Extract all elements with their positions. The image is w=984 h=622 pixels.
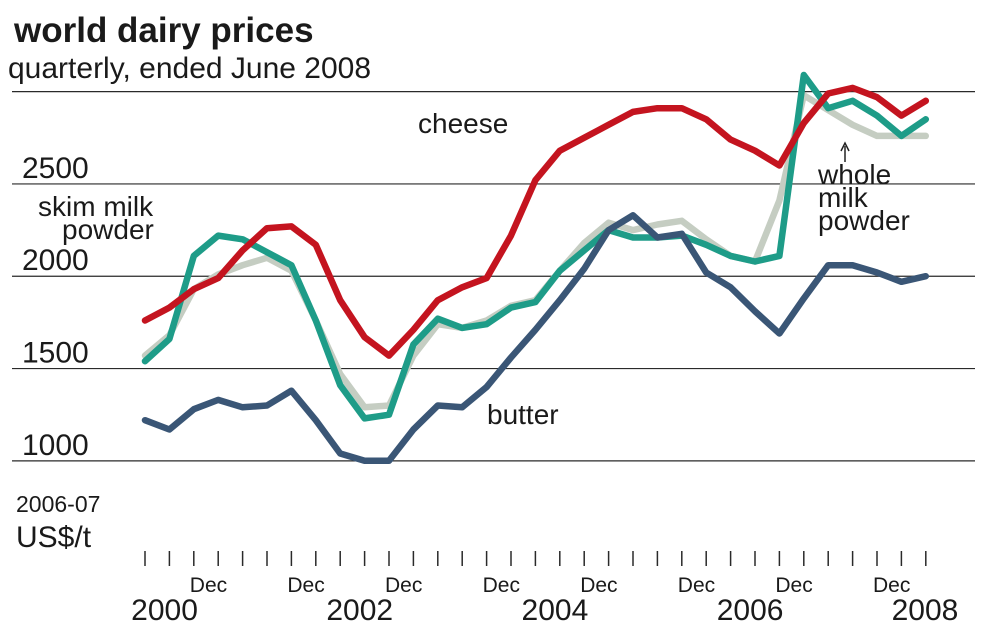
x-tick-label: Dec [580,574,617,597]
series-label-line: skim milk [38,191,161,222]
chart-subtitle: quarterly, ended June 2008 [8,52,371,85]
series-line [141,84,930,359]
unit-label: US$/t [16,521,92,554]
y-tick-label: 2500 [22,152,89,185]
x-year-label: 2000 [131,594,198,622]
series-line [141,212,930,465]
unit-label: 2006-07 [16,491,100,517]
annotation-arrowhead [840,141,850,152]
x-tick-label: Dec [678,574,715,597]
x-tick-label: Dec [775,574,812,597]
x-tick-label: Dec [287,574,324,597]
series-label: skim milk powder [38,191,161,245]
x-year-label: 2008 [892,594,959,622]
y-tick-label: 1000 [22,429,89,462]
x-tick-label: Dec [190,574,227,597]
x-tick-label: Dec [385,574,422,597]
y-tick-label: 2000 [22,244,89,277]
series-label-line: powder [818,205,910,236]
x-year-label: 2002 [326,594,393,622]
x-tick-label: Dec [483,574,520,597]
series-label: whole milk powder [817,159,910,236]
series-label: cheese [418,108,508,139]
series-line [141,71,930,422]
x-year-label: 2006 [717,594,784,622]
x-year-label: 2004 [522,594,589,622]
chart-title: world dairy prices [13,11,314,50]
series-label: butter [487,399,559,430]
y-tick-label: 1500 [22,337,89,370]
x-tick-label: Dec [873,574,910,597]
series-label-line: milk [818,182,876,213]
series-label-line: powder [62,214,154,245]
series-label-line: whole [817,159,899,190]
